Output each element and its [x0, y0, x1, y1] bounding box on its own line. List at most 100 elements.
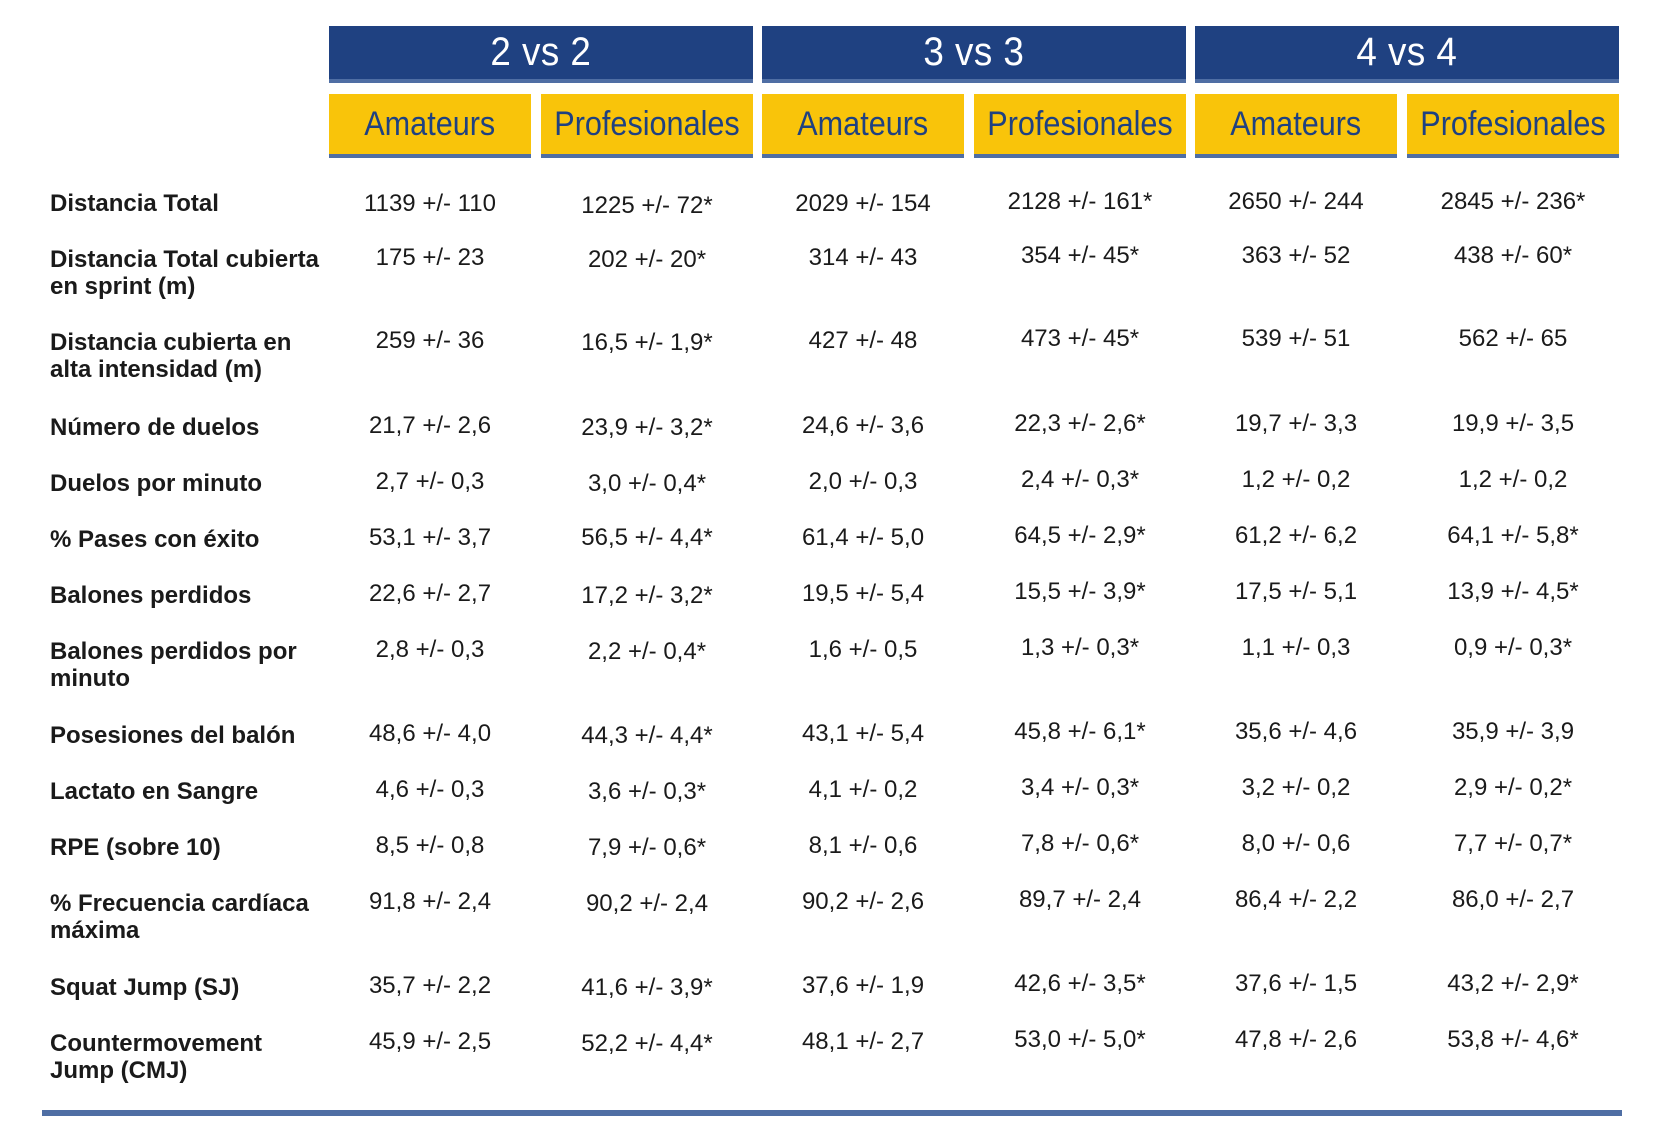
cell-3vs3-amateurs: 4,1 +/- 0,2	[808, 776, 918, 803]
cell-3vs3-amateurs: 37,6 +/- 1,9	[801, 972, 925, 999]
cell-4vs4-profesionales: 562 +/- 65	[1458, 325, 1568, 352]
cell-2vs2-amateurs: 53,1 +/- 3,7	[368, 524, 492, 551]
group-header-label: 3 vs 3	[923, 30, 1025, 74]
cell-4vs4-profesionales: 2845 +/- 236*	[1440, 188, 1586, 215]
cell-2vs2-amateurs: 21,7 +/- 2,6	[368, 412, 492, 439]
cell-2vs2-profesionales: 44,3 +/- 4,4*	[581, 722, 713, 749]
cell-3vs3-profesionales: 2,4 +/- 0,3*	[1020, 466, 1140, 493]
cell-2vs2-profesionales: 2,2 +/- 0,4*	[587, 638, 707, 665]
group-header-label: 4 vs 4	[1356, 30, 1458, 74]
cell-4vs4-amateurs: 8,0 +/- 0,6	[1241, 830, 1351, 857]
cell-3vs3-amateurs: 1,6 +/- 0,5	[808, 636, 918, 663]
cell-3vs3-profesionales: 89,7 +/- 2,4	[1018, 886, 1142, 913]
row-label: Distancia Total cubierta en sprint (m)	[50, 246, 319, 300]
cell-2vs2-profesionales: 41,6 +/- 3,9*	[581, 974, 713, 1001]
cell-3vs3-profesionales: 22,3 +/- 2,6*	[1014, 410, 1146, 437]
cell-2vs2-amateurs: 45,9 +/- 2,5	[368, 1028, 492, 1055]
subheader-label: Profesionales	[1420, 104, 1606, 143]
cell-4vs4-amateurs: 3,2 +/- 0,2	[1241, 774, 1351, 801]
cell-3vs3-amateurs: 8,1 +/- 0,6	[808, 832, 918, 859]
cell-4vs4-profesionales: 35,9 +/- 3,9	[1451, 718, 1575, 745]
cell-4vs4-amateurs: 17,5 +/- 5,1	[1234, 578, 1358, 605]
cell-3vs3-profesionales: 354 +/- 45*	[1020, 242, 1140, 269]
cell-3vs3-amateurs: 19,5 +/- 5,4	[801, 580, 925, 607]
cell-4vs4-amateurs: 37,6 +/- 1,5	[1234, 970, 1358, 997]
cell-2vs2-profesionales: 16,5 +/- 1,9*	[581, 329, 713, 356]
cell-2vs2-profesionales: 23,9 +/- 3,2*	[581, 414, 713, 441]
cell-2vs2-profesionales: 7,9 +/- 0,6*	[587, 834, 707, 861]
row-label: Balones perdidos por minuto	[50, 638, 297, 692]
cell-2vs2-profesionales: 56,5 +/- 4,4*	[581, 524, 713, 551]
cell-4vs4-amateurs: 363 +/- 52	[1241, 242, 1351, 269]
cell-4vs4-profesionales: 2,9 +/- 0,2*	[1453, 774, 1573, 801]
row-label: Distancia Total	[50, 190, 219, 217]
bottom-divider	[42, 1110, 1622, 1116]
row-label: % Frecuencia cardíaca máxima	[50, 890, 309, 944]
subheader-label: Profesionales	[554, 104, 740, 143]
cell-3vs3-profesionales: 473 +/- 45*	[1020, 325, 1140, 352]
cell-4vs4-profesionales: 7,7 +/- 0,7*	[1453, 830, 1573, 857]
row-label: Posesiones del balón	[50, 722, 296, 749]
cell-3vs3-amateurs: 61,4 +/- 5,0	[801, 524, 925, 551]
row-label: Countermovement Jump (CMJ)	[50, 1030, 263, 1084]
cell-3vs3-amateurs: 314 +/- 43	[808, 244, 918, 271]
cell-4vs4-amateurs: 2650 +/- 244	[1228, 188, 1364, 215]
cell-2vs2-amateurs: 35,7 +/- 2,2	[368, 972, 492, 999]
cell-4vs4-amateurs: 539 +/- 51	[1241, 325, 1351, 352]
cell-4vs4-amateurs: 1,2 +/- 0,2	[1241, 466, 1351, 493]
cell-3vs3-amateurs: 24,6 +/- 3,6	[801, 412, 925, 439]
row-label: % Pases con éxito	[50, 526, 260, 553]
subheader-label: Amateurs	[364, 104, 496, 143]
subheader-2vs2-profesionales: Profesionales	[541, 94, 753, 158]
subheader-label: Profesionales	[987, 104, 1173, 143]
row-label: Distancia cubierta en alta intensidad (m…	[50, 329, 292, 383]
cell-4vs4-profesionales: 438 +/- 60*	[1453, 242, 1573, 269]
cell-4vs4-amateurs: 61,2 +/- 6,2	[1234, 522, 1358, 549]
cell-2vs2-profesionales: 90,2 +/- 2,4	[585, 890, 709, 917]
row-label: Balones perdidos	[50, 582, 252, 609]
cell-2vs2-amateurs: 2,7 +/- 0,3	[375, 468, 485, 495]
cell-4vs4-amateurs: 19,7 +/- 3,3	[1234, 410, 1358, 437]
group-header-4vs4: 4 vs 4	[1195, 26, 1619, 83]
subheader-3vs3-profesionales: Profesionales	[974, 94, 1186, 158]
cell-4vs4-amateurs: 35,6 +/- 4,6	[1234, 718, 1358, 745]
cell-3vs3-profesionales: 42,6 +/- 3,5*	[1014, 970, 1146, 997]
cell-4vs4-profesionales: 0,9 +/- 0,3*	[1453, 634, 1573, 661]
cell-2vs2-profesionales: 202 +/- 20*	[587, 246, 707, 273]
cell-4vs4-amateurs: 86,4 +/- 2,2	[1234, 886, 1358, 913]
group-header-3vs3: 3 vs 3	[762, 26, 1186, 83]
cell-2vs2-amateurs: 1139 +/- 110	[364, 190, 496, 217]
cell-4vs4-amateurs: 1,1 +/- 0,3	[1241, 634, 1351, 661]
subheader-4vs4-profesionales: Profesionales	[1407, 94, 1619, 158]
cell-3vs3-profesionales: 2128 +/- 161*	[1007, 188, 1153, 215]
row-label: Duelos por minuto	[50, 470, 262, 497]
row-label: RPE (sobre 10)	[50, 834, 221, 861]
cell-4vs4-profesionales: 19,9 +/- 3,5	[1451, 410, 1575, 437]
row-label: Lactato en Sangre	[50, 778, 259, 805]
cell-2vs2-amateurs: 22,6 +/- 2,7	[368, 580, 492, 607]
cell-4vs4-profesionales: 13,9 +/- 4,5*	[1447, 578, 1579, 605]
cell-3vs3-profesionales: 3,4 +/- 0,3*	[1020, 774, 1140, 801]
subheader-2vs2-amateurs: Amateurs	[329, 94, 531, 158]
subheader-3vs3-amateurs: Amateurs	[762, 94, 964, 158]
cell-2vs2-profesionales: 3,6 +/- 0,3*	[587, 778, 707, 805]
cell-3vs3-profesionales: 1,3 +/- 0,3*	[1020, 634, 1140, 661]
cell-4vs4-profesionales: 1,2 +/- 0,2	[1458, 466, 1568, 493]
row-label: Número de duelos	[50, 414, 260, 441]
cell-3vs3-profesionales: 7,8 +/- 0,6*	[1020, 830, 1140, 857]
cell-2vs2-profesionales: 17,2 +/- 3,2*	[581, 582, 713, 609]
subheader-4vs4-amateurs: Amateurs	[1195, 94, 1397, 158]
cell-2vs2-amateurs: 91,8 +/- 2,4	[368, 888, 492, 915]
cell-4vs4-profesionales: 43,2 +/- 2,9*	[1447, 970, 1579, 997]
cell-2vs2-profesionales: 1225 +/- 72*	[581, 192, 713, 219]
cell-3vs3-profesionales: 45,8 +/- 6,1*	[1014, 718, 1146, 745]
cell-3vs3-amateurs: 2,0 +/- 0,3	[808, 468, 918, 495]
cell-3vs3-amateurs: 48,1 +/- 2,7	[801, 1028, 925, 1055]
cell-4vs4-profesionales: 86,0 +/- 2,7	[1451, 886, 1575, 913]
cell-2vs2-amateurs: 4,6 +/- 0,3	[375, 776, 485, 803]
cell-2vs2-amateurs: 175 +/- 23	[375, 244, 485, 271]
cell-3vs3-amateurs: 427 +/- 48	[808, 327, 918, 354]
row-label: Squat Jump (SJ)	[50, 974, 240, 1001]
cell-3vs3-amateurs: 90,2 +/- 2,6	[801, 888, 925, 915]
cell-2vs2-amateurs: 48,6 +/- 4,0	[368, 720, 492, 747]
